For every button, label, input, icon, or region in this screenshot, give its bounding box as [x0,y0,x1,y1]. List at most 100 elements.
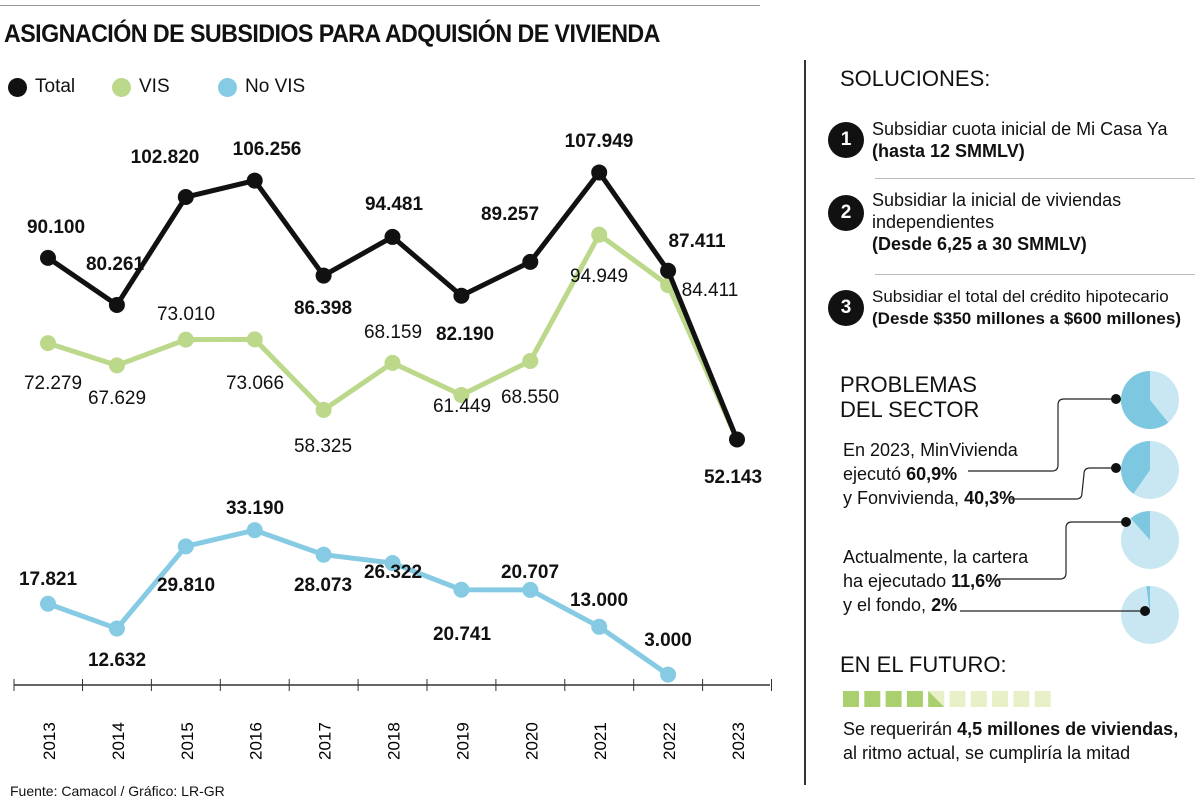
pie-slice [1121,371,1169,429]
data-label: 20.707 [501,562,559,583]
data-point [108,357,125,374]
data-point [591,226,608,243]
text: ejecutó [843,464,902,484]
value: 60,9% [906,464,958,484]
x-tick-label: 2016 [247,722,266,760]
x-tick-label: 2019 [453,722,472,760]
progress-square [1013,691,1030,707]
data-label: 12.632 [88,650,146,671]
text: Se requerirán [843,719,953,739]
data-label: 52.143 [704,467,762,488]
number-badge: 2 [828,195,864,231]
source-note: Fuente: Camacol / Gráfico: LR-GR [10,783,225,799]
data-point [40,335,56,352]
data-label: 67.629 [88,388,146,409]
progress-square [906,691,923,707]
data-point [660,666,677,683]
data-point [246,522,263,539]
x-tick-label: 2015 [178,722,197,760]
text: Actualmente, la cartera [843,547,1029,567]
data-label: 68.550 [501,387,559,408]
data-point [729,431,745,448]
solution-text: Subsidiar cuota inicial de Mi Casa Ya [872,119,1168,139]
data-label: 86.398 [294,298,352,319]
text: y Fonvivienda, [843,488,960,508]
x-tick-label: 2023 [729,722,748,760]
data-point [108,620,125,637]
progress-square [885,691,902,707]
data-label: 107.949 [565,131,634,152]
separator [875,178,1195,179]
heading-line: DEL SECTOR [840,397,980,422]
legend-label: No VIS [245,76,306,97]
futuro-text: Se requerirán 4,5 millones de viviendas,… [843,717,1178,765]
x-tick-label: 2022 [660,722,679,760]
separator [875,274,1195,275]
data-point [522,352,539,369]
data-point [246,172,263,189]
data-point [246,331,263,348]
value: 2% [931,595,958,615]
problemas-heading: PROBLEMAS DEL SECTOR [840,372,979,422]
progress-square [843,691,859,707]
progress-square [1034,691,1051,707]
pie-slice [1146,586,1150,615]
data-label: 3.000 [644,630,692,651]
progress-square [864,691,881,707]
value: 11,6% [951,571,1002,591]
data-label: 73.066 [226,373,284,394]
data-label: 29.810 [157,575,215,596]
solution-detail: (Desde $350 millones a $600 millones) [872,309,1181,328]
x-tick-label: 2018 [385,722,404,760]
solution-detail: (hasta 12 SMMLV) [872,141,1025,161]
legend-label: Total [35,76,76,97]
data-label: 58.325 [294,436,352,457]
futuro-heading: EN EL FUTURO: [840,652,1007,677]
top-rule [0,5,760,6]
data-point [591,618,608,635]
connector-dot [1111,463,1121,473]
data-label: 72.279 [24,373,82,394]
data-point [384,354,401,371]
data-point [108,296,125,313]
legend-swatch-vis [112,77,131,97]
data-point [591,164,608,181]
progress-square [970,691,987,707]
progress-square [949,691,966,707]
solution-3: 3 Subsidiar el total del crédito hipoteca… [828,286,1200,330]
data-label: 106.256 [233,139,302,160]
solution-2: 2 Subsidiar la inicial de viviendas indep… [828,189,1122,255]
x-tick-label: 2020 [522,722,541,760]
data-point [453,581,470,598]
heading-line: PROBLEMAS [840,372,977,397]
solution-detail: (Desde 6,25 a 30 SMMLV) [872,234,1087,254]
data-label: 87.411 [668,231,725,252]
data-label: 82.190 [436,324,494,345]
connector-dot [1111,394,1121,404]
data-label: 102.820 [131,147,200,168]
text: y el fondo, [843,595,927,615]
data-label: 94.481 [365,194,424,215]
legend-label: VIS [139,76,170,97]
data-point [384,228,401,245]
data-point [40,595,56,612]
progress-square [992,691,1009,707]
legend-vis: VIS [112,76,170,98]
data-point [660,262,677,279]
data-label: 89.257 [481,204,539,225]
connector-line [968,398,1116,472]
pie-slice [1130,511,1150,540]
series-line-no-vis [47,527,670,677]
progress-square-half [928,691,945,707]
pie-charts [960,371,1179,644]
data-point [315,401,332,418]
data-point [453,386,470,403]
data-point [315,546,332,563]
line-chart: 2013 2014 2015 2016 2017 2018 2019 2020 2021 2022… [13,131,772,760]
data-label: 33.190 [226,498,284,519]
data-label: 73.010 [157,304,215,325]
legend-swatch-novis [218,77,237,97]
data-label: 90.100 [27,217,85,238]
data-label: 13.000 [570,590,628,611]
data-label: 84.411 [682,280,739,301]
